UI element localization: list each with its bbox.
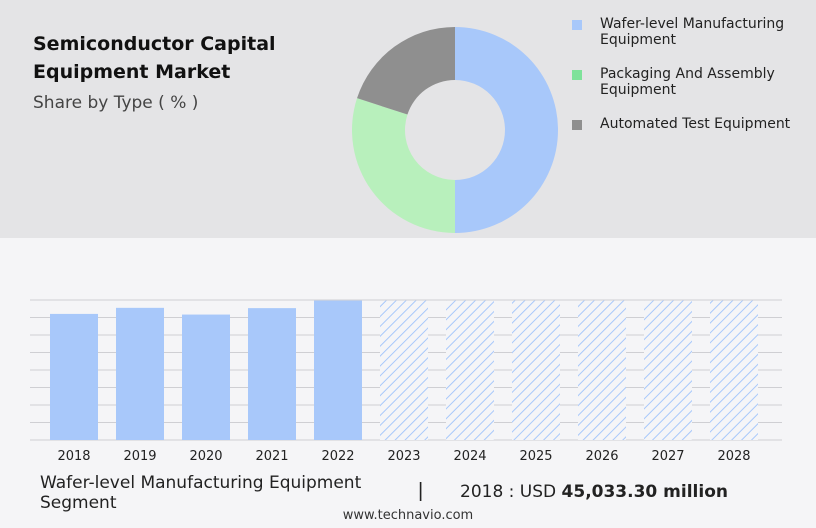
bar-2027	[644, 300, 692, 440]
bar-2025	[512, 300, 560, 440]
site-url: www.technavio.com	[342, 508, 474, 523]
x-tick-label-2019: 2019	[123, 449, 156, 464]
legend-label-test: Automated Test Equipment	[600, 116, 791, 132]
value-prefix: 2018 : USD	[460, 482, 557, 502]
x-tick-label-2018: 2018	[57, 449, 90, 464]
x-tick-label-2026: 2026	[585, 449, 618, 464]
bar-chart: 2018 2019 2020 2021 2022 2023 2024 2025 2026 2027…	[30, 299, 782, 464]
donut-slice-wafer	[455, 27, 558, 233]
legend-swatch-test	[572, 120, 582, 130]
x-tick-label-2022: 2022	[321, 449, 354, 464]
bar-2018	[50, 313, 98, 440]
legend-swatch-wafer	[572, 20, 582, 30]
bar-2028	[710, 300, 758, 440]
x-tick-label-2028: 2028	[717, 449, 750, 464]
legend-swatch-packaging	[572, 70, 582, 80]
separator: |	[418, 480, 424, 502]
value-line: 2018 : USD 45,033.30 million	[460, 482, 728, 502]
x-tick-label-2021: 2021	[255, 449, 288, 464]
bar-2022	[314, 300, 362, 440]
chart-title: Semiconductor Capital Equipment Market	[33, 30, 276, 86]
chart-title-line2: Equipment Market	[33, 61, 231, 83]
bar-2019	[116, 307, 164, 440]
x-tick-label-2024: 2024	[453, 449, 486, 464]
legend-label-wafer: Wafer-level Manufacturing Equipment	[600, 16, 785, 48]
bar-2020	[182, 314, 230, 440]
x-tick-label-2023: 2023	[387, 449, 420, 464]
bar-2021	[248, 308, 296, 440]
donut-slice-test	[357, 27, 455, 115]
value-amount: 45,033.30 million	[561, 482, 728, 502]
bar-2026	[578, 300, 626, 440]
donut-slice-packaging	[351, 98, 455, 233]
x-tick-label-2027: 2027	[651, 449, 684, 464]
bar-2024	[446, 300, 494, 440]
chart-subtitle: Share by Type ( % )	[33, 93, 199, 113]
legend-label-packaging: Packaging And Assembly Equipment	[600, 66, 775, 98]
x-tick-label-2025: 2025	[519, 449, 552, 464]
segment-caption: Wafer-level Manufacturing Equipment Segm…	[40, 473, 362, 513]
x-tick-label-2020: 2020	[189, 449, 222, 464]
bar-2023	[380, 300, 428, 440]
chart-title-line1: Semiconductor Capital	[33, 33, 276, 55]
donut-chart	[351, 27, 558, 233]
